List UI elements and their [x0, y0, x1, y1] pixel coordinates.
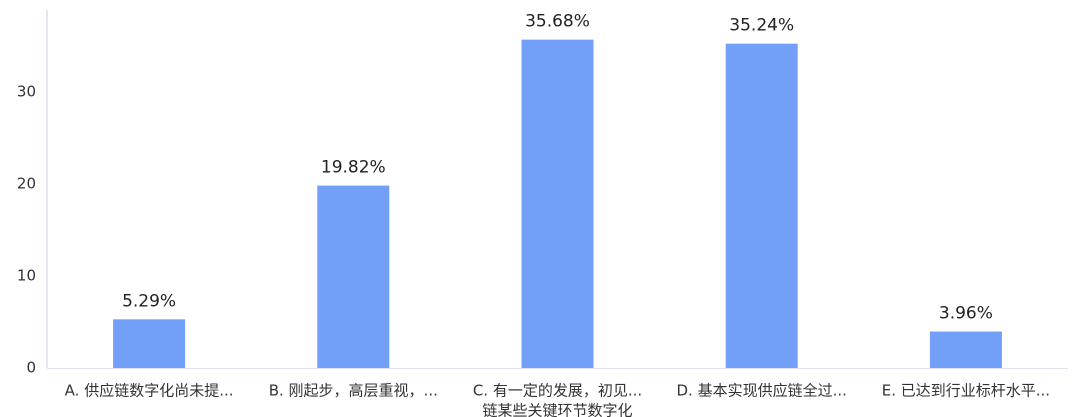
y-tick-label: 20 [17, 174, 36, 192]
bar [521, 39, 594, 368]
bar [317, 185, 390, 368]
value-label: 5.29% [122, 291, 176, 311]
y-tick-label: 0 [26, 359, 36, 377]
value-label: 3.96% [939, 304, 993, 324]
bar [929, 331, 1002, 368]
value-label: 35.24% [729, 16, 794, 36]
value-label: 19.82% [321, 158, 386, 178]
y-tick-label: 10 [17, 266, 36, 284]
x-tick-label: E. 已达到行业标杆水平... [882, 382, 1050, 400]
x-tick-label: B. 刚起步，高层重视，... [269, 382, 438, 400]
bar [113, 319, 186, 368]
x-tick-label-line2: 链某些关键环节数字化 [482, 402, 632, 417]
bar [725, 43, 798, 368]
x-tick-label: D. 基本实现供应链全过... [676, 382, 846, 400]
y-tick-label: 30 [17, 82, 36, 100]
x-tick-label: C. 有一定的发展，初见... [473, 382, 642, 400]
value-label: 35.68% [525, 12, 590, 32]
x-tick-label: A. 供应链数字化尚未提... [65, 382, 234, 400]
